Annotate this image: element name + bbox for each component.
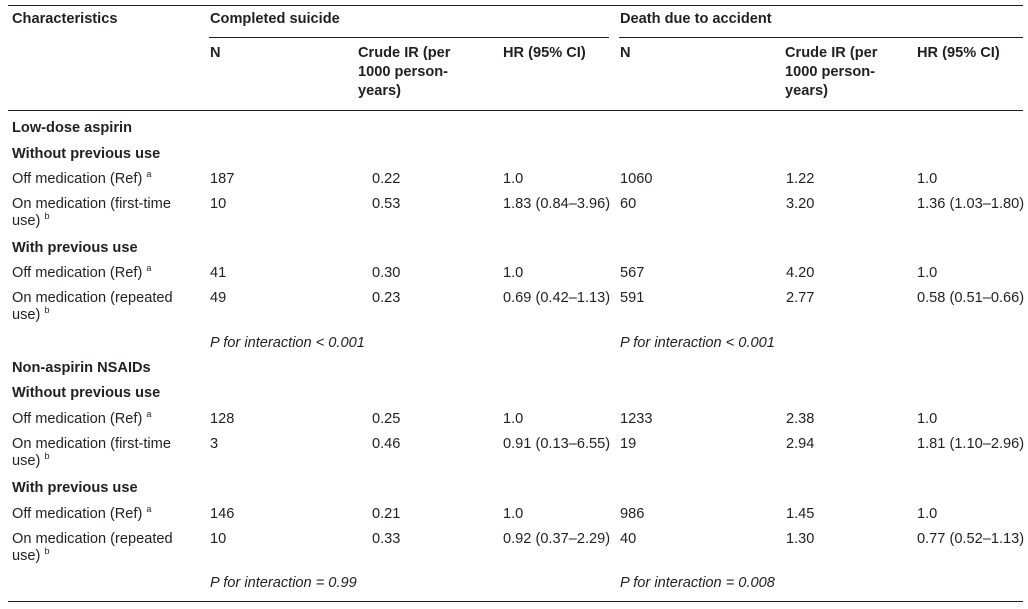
suicide-n-cell: 41 (210, 265, 227, 281)
header-rule (8, 110, 1023, 111)
p-interaction-accident: P for interaction = 0.008 (620, 575, 775, 591)
suicide-hr-cell: 1.83 (0.84–3.96) (503, 196, 611, 212)
suicide-n-cell: 3 (210, 436, 219, 452)
suicide-n-cell: 10 (210, 531, 227, 547)
header-hr-accident: HR (95% CI) (917, 45, 1000, 61)
suicide-ir-cell: 0.30 (372, 265, 401, 281)
suicide-ir-cell: 0.23 (372, 290, 401, 306)
row-label-line2: use) b (12, 305, 50, 324)
accident-hr-cell: 0.58 (0.51–0.66) (917, 290, 1025, 306)
row-label: Off medication (Ref) a (12, 504, 152, 523)
section-title: Non-aspirin NSAIDs (12, 360, 151, 376)
suicide-n-cell: 146 (210, 506, 235, 522)
accident-ir-cell: 1.30 (786, 531, 815, 547)
row-label-line1: On medication (repeated (12, 290, 173, 306)
header-n-accident: N (620, 45, 631, 61)
row-label-line1: On medication (repeated (12, 531, 173, 547)
top-rule (8, 5, 1023, 6)
header-group-suicide: Completed suicide (210, 11, 340, 27)
row-label: Off medication (Ref) a (12, 263, 152, 282)
subgroup-title: With previous use (12, 240, 138, 256)
accident-hr-cell: 1.0 (917, 411, 938, 427)
group-rule-accident (619, 37, 1023, 38)
suicide-n-cell: 10 (210, 196, 227, 212)
suicide-ir-cell: 0.21 (372, 506, 401, 522)
row-label-line2: use) b (12, 451, 50, 470)
suicide-hr-cell: 1.0 (503, 411, 524, 427)
p-interaction-suicide: P for interaction < 0.001 (210, 335, 365, 351)
suicide-ir-cell: 0.22 (372, 171, 401, 187)
section-title: Low-dose aspirin (12, 120, 133, 136)
suicide-hr-cell: 0.69 (0.42–1.13) (503, 290, 611, 306)
suicide-n-cell: 49 (210, 290, 227, 306)
accident-n-cell: 567 (620, 265, 645, 281)
subgroup-title: Without previous use (12, 385, 161, 401)
suicide-n-cell: 187 (210, 171, 235, 187)
row-label-line1: On medication (first-time (12, 436, 171, 452)
suicide-hr-cell: 0.91 (0.13–6.55) (503, 436, 611, 452)
accident-n-cell: 60 (620, 196, 637, 212)
accident-n-cell: 591 (620, 290, 645, 306)
header-ir-suicide-line3: years) (358, 83, 402, 99)
accident-hr-cell: 1.0 (917, 171, 938, 187)
suicide-ir-cell: 0.33 (372, 531, 401, 547)
suicide-ir-cell: 0.46 (372, 436, 401, 452)
accident-n-cell: 986 (620, 506, 645, 522)
suicide-ir-cell: 0.25 (372, 411, 401, 427)
header-group-accident: Death due to accident (620, 11, 772, 27)
accident-n-cell: 19 (620, 436, 637, 452)
subgroup-title: Without previous use (12, 146, 161, 162)
header-ir-accident-line2: 1000 person- (785, 64, 876, 80)
bottom-rule (8, 601, 1023, 602)
row-label: Off medication (Ref) a (12, 409, 152, 428)
accident-n-cell: 1060 (620, 171, 653, 187)
suicide-hr-cell: 1.0 (503, 171, 524, 187)
accident-ir-cell: 4.20 (786, 265, 815, 281)
header-characteristics: Characteristics (12, 11, 118, 27)
accident-ir-cell: 3.20 (786, 196, 815, 212)
header-ir-accident-line1: Crude IR (per (785, 45, 878, 61)
accident-hr-cell: 1.0 (917, 506, 938, 522)
suicide-ir-cell: 0.53 (372, 196, 401, 212)
accident-ir-cell: 2.77 (786, 290, 815, 306)
row-label: Off medication (Ref) a (12, 169, 152, 188)
subgroup-title: With previous use (12, 480, 138, 496)
row-label-line1: On medication (first-time (12, 196, 171, 212)
header-ir-suicide-line1: Crude IR (per (358, 45, 451, 61)
accident-ir-cell: 2.38 (786, 411, 815, 427)
accident-hr-cell: 1.0 (917, 265, 938, 281)
row-label-line2: use) b (12, 546, 50, 565)
suicide-hr-cell: 0.92 (0.37–2.29) (503, 531, 611, 547)
header-hr-suicide: HR (95% CI) (503, 45, 586, 61)
accident-n-cell: 1233 (620, 411, 653, 427)
accident-hr-cell: 1.36 (1.03–1.80) (917, 196, 1025, 212)
accident-ir-cell: 1.22 (786, 171, 815, 187)
p-interaction-suicide: P for interaction = 0.99 (210, 575, 357, 591)
accident-hr-cell: 0.77 (0.52–1.13) (917, 531, 1025, 547)
header-ir-suicide-line2: 1000 person- (358, 64, 449, 80)
accident-ir-cell: 2.94 (786, 436, 815, 452)
group-rule-suicide (209, 37, 609, 38)
suicide-hr-cell: 1.0 (503, 265, 524, 281)
accident-ir-cell: 1.45 (786, 506, 815, 522)
accident-n-cell: 40 (620, 531, 637, 547)
header-n-suicide: N (210, 45, 221, 61)
p-interaction-accident: P for interaction < 0.001 (620, 335, 775, 351)
accident-hr-cell: 1.81 (1.10–2.96) (917, 436, 1025, 452)
header-ir-accident-line3: years) (785, 83, 829, 99)
suicide-hr-cell: 1.0 (503, 506, 524, 522)
row-label-line2: use) b (12, 211, 50, 230)
suicide-n-cell: 128 (210, 411, 235, 427)
